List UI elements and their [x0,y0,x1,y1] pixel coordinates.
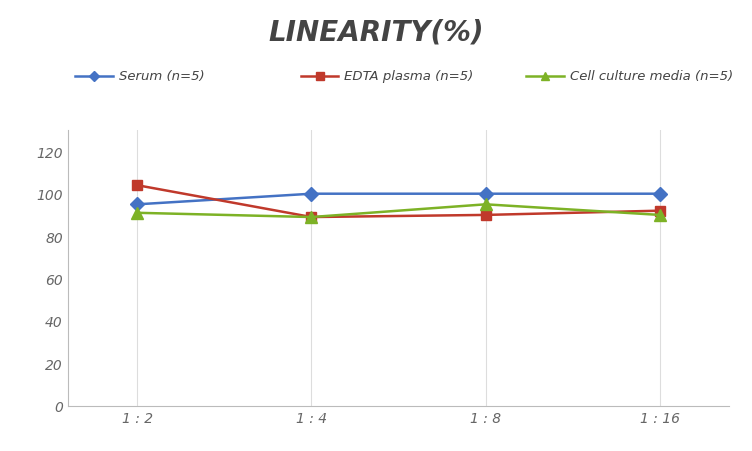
Text: LINEARITY(%): LINEARITY(%) [268,18,484,46]
Text: Cell culture media (n=5): Cell culture media (n=5) [570,70,733,83]
Text: Serum (n=5): Serum (n=5) [119,70,205,83]
Text: EDTA plasma (n=5): EDTA plasma (n=5) [344,70,474,83]
